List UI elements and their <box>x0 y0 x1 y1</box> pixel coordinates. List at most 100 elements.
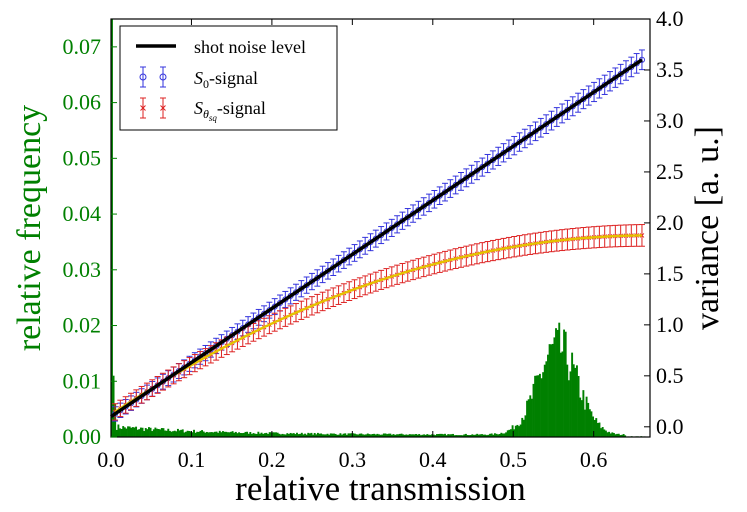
histogram-bar <box>466 435 469 437</box>
histogram-bar <box>490 433 493 437</box>
histogram-bar <box>287 434 290 437</box>
histogram-bar <box>115 429 118 437</box>
histogram-bar <box>400 433 403 437</box>
histogram-bar <box>189 431 192 437</box>
histogram-bar <box>236 433 239 437</box>
histogram-bar <box>561 351 564 437</box>
histogram-bar <box>175 431 178 437</box>
histogram-bar <box>621 434 623 437</box>
histogram-bar <box>579 397 582 437</box>
histogram-bar <box>506 430 509 437</box>
histogram-bar <box>411 434 414 437</box>
histogram-bar <box>482 434 485 437</box>
histogram-bar <box>333 433 335 437</box>
left-tick-label: 0.04 <box>63 201 102 226</box>
plot-frame <box>110 18 651 438</box>
histogram-bar <box>268 432 271 437</box>
histogram-bar <box>556 329 559 437</box>
histogram-bar <box>500 432 503 437</box>
histogram-bar <box>217 432 220 437</box>
histogram-bar <box>212 432 215 437</box>
histogram-bar <box>527 399 530 437</box>
histogram-bar <box>366 433 369 437</box>
histogram-bar <box>532 383 535 437</box>
histogram-bar <box>138 429 141 437</box>
histogram-bar <box>365 434 368 437</box>
histogram-bar <box>238 432 241 437</box>
histogram-bar <box>439 433 442 437</box>
histogram-bar <box>278 433 281 437</box>
histogram-bar <box>152 429 155 437</box>
histogram-bar <box>151 431 154 437</box>
histogram-bar <box>593 419 596 437</box>
histogram-bar <box>392 434 395 437</box>
histogram-bar <box>355 434 358 437</box>
histogram-bar <box>336 434 339 437</box>
right-tick-label: 2.5 <box>656 159 684 184</box>
histogram-bar <box>374 434 377 437</box>
histogram-bar <box>302 434 305 437</box>
x-tick-label: 0.0 <box>97 447 125 472</box>
histogram-bar <box>209 432 212 437</box>
histogram-bar <box>337 434 340 437</box>
x-tick-label: 0.5 <box>499 447 527 472</box>
histogram-bar <box>210 432 213 437</box>
histogram-bar <box>368 434 371 437</box>
histogram-bar <box>247 433 250 437</box>
histogram-bar <box>415 434 417 437</box>
histogram-bar <box>231 431 234 437</box>
histogram-bar <box>201 430 204 437</box>
histogram-bar <box>453 435 456 437</box>
histogram-bar <box>524 415 527 437</box>
histogram-bar <box>603 429 606 437</box>
histogram-bar <box>144 428 147 437</box>
histogram-bar <box>403 434 406 437</box>
histogram-bar <box>424 434 427 437</box>
histogram-bar <box>363 434 366 437</box>
histogram-bar <box>308 433 311 437</box>
histogram-bar <box>244 431 247 437</box>
histogram-bar <box>342 433 345 437</box>
histogram-bar <box>168 430 171 437</box>
histogram-bar <box>125 428 128 437</box>
histogram-bar <box>445 435 448 437</box>
histogram-bar <box>289 432 292 437</box>
x-tick-label: 0.2 <box>258 447 286 472</box>
histogram-bar <box>255 433 258 437</box>
histogram-bar <box>458 435 461 437</box>
histogram-bar <box>564 331 567 437</box>
histogram-bar <box>577 375 580 437</box>
histogram-bar <box>521 417 524 437</box>
histogram-bar <box>148 427 150 437</box>
histogram-bar <box>429 434 432 437</box>
histogram-bar <box>419 435 422 437</box>
histogram-bar <box>130 427 133 437</box>
histogram-bar <box>450 434 453 437</box>
x-tick-label: 0.4 <box>419 447 447 472</box>
histogram-bar <box>370 434 372 437</box>
left-axis-label: relative frequency <box>11 105 48 351</box>
histogram-bar <box>426 434 429 437</box>
histogram-bar <box>300 432 303 437</box>
histogram-bar <box>193 429 195 437</box>
histogram-bar <box>463 434 466 437</box>
histogram-bar <box>313 432 316 437</box>
histogram-bar <box>263 433 266 437</box>
histogram-bar <box>503 433 506 437</box>
histogram-bar <box>600 428 603 437</box>
histogram-bar <box>133 427 136 437</box>
histogram-bar <box>619 435 622 437</box>
histogram-bar <box>320 433 323 437</box>
histogram-bar <box>178 430 181 437</box>
legend-ssq-swatch <box>160 105 166 111</box>
histogram-bar <box>156 428 158 437</box>
histogram-bar <box>418 434 421 437</box>
histogram-bar <box>452 433 455 437</box>
histogram-bar <box>530 398 533 437</box>
histogram-bar <box>606 432 609 437</box>
histogram-bar <box>543 364 546 437</box>
histogram-bar <box>304 433 306 437</box>
histogram-bar <box>534 375 537 437</box>
histogram-bar <box>296 432 298 437</box>
